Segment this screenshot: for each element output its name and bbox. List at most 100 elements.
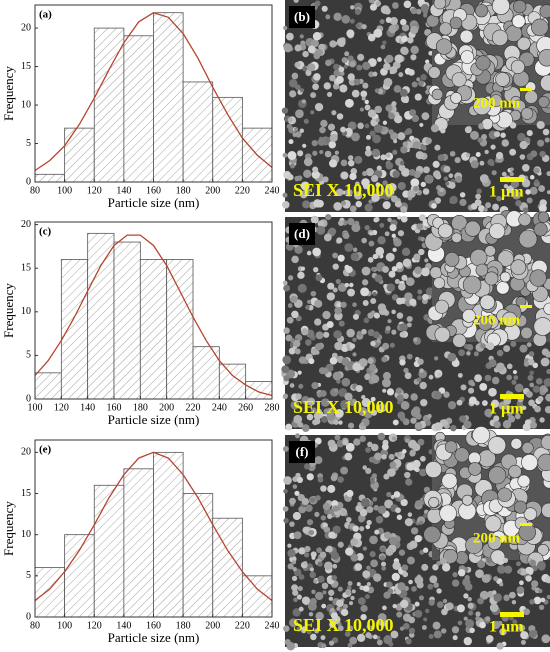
particle	[379, 19, 385, 25]
particle	[411, 81, 418, 88]
particle	[371, 193, 380, 203]
particle	[361, 328, 367, 335]
particle	[370, 396, 376, 402]
particle	[383, 531, 392, 540]
particle	[537, 395, 544, 402]
bar	[34, 372, 62, 400]
particle	[391, 294, 399, 301]
particle	[309, 497, 316, 503]
plot-frame	[34, 221, 273, 400]
particle	[313, 73, 321, 81]
particle	[416, 581, 424, 589]
particle	[387, 468, 396, 477]
particle	[481, 133, 488, 140]
y-tick-label: 5	[26, 570, 31, 581]
particle	[355, 384, 363, 393]
particle	[340, 400, 349, 409]
particle	[440, 128, 446, 134]
particle	[418, 520, 424, 525]
particle	[310, 407, 317, 414]
particle	[397, 132, 406, 141]
particle	[317, 561, 323, 567]
y-tick-label: 0	[26, 611, 31, 622]
particle	[340, 159, 348, 167]
particle	[399, 160, 405, 166]
particle	[303, 118, 309, 124]
particle	[283, 476, 292, 485]
particle	[350, 595, 355, 601]
particle	[338, 66, 345, 73]
particle	[528, 630, 537, 638]
particle	[310, 39, 319, 48]
particle	[316, 225, 326, 235]
particle	[368, 199, 373, 204]
inset-particle	[518, 523, 537, 542]
inset-particle	[521, 454, 538, 471]
particle	[289, 618, 298, 628]
particle	[294, 348, 301, 355]
particle	[467, 387, 475, 394]
particle	[402, 571, 409, 578]
particle	[306, 250, 312, 256]
particle	[408, 627, 416, 634]
particle	[301, 99, 306, 104]
particle	[328, 531, 336, 539]
bar	[139, 259, 168, 400]
x-axis-title: Particle size (nm)	[108, 630, 200, 645]
particle	[287, 543, 292, 548]
particle	[328, 640, 335, 646]
panel-label: (b)	[294, 9, 310, 24]
x-tick-label: 200	[205, 620, 220, 631]
inset-particle	[512, 0, 527, 14]
particle	[368, 0, 375, 4]
particle	[370, 625, 375, 630]
particle	[313, 267, 319, 273]
particle	[323, 233, 332, 242]
inset-particle	[533, 317, 550, 336]
particle	[420, 398, 428, 407]
particle	[414, 609, 423, 618]
particle	[400, 498, 408, 507]
particle	[518, 624, 526, 632]
particle	[445, 181, 450, 186]
particle	[477, 597, 484, 605]
particle	[511, 600, 517, 605]
particle	[346, 328, 355, 338]
particle	[404, 438, 410, 443]
particle	[493, 576, 499, 582]
particle	[529, 186, 538, 195]
particle	[441, 608, 448, 616]
y-tick-label: 10	[21, 529, 31, 540]
y-tick-label: 0	[26, 176, 31, 187]
particle	[423, 166, 430, 174]
particle	[442, 563, 451, 572]
particle	[352, 302, 357, 308]
particle	[490, 399, 500, 408]
particle	[328, 596, 334, 601]
particle	[357, 501, 362, 507]
particle	[401, 36, 408, 43]
particle	[419, 143, 426, 150]
particle	[306, 413, 314, 421]
bar	[93, 27, 125, 183]
particle	[401, 274, 408, 281]
particle	[379, 222, 385, 228]
particle	[341, 15, 351, 24]
inset-particle	[470, 248, 488, 267]
particle	[372, 71, 378, 77]
particle	[294, 175, 300, 182]
particle	[362, 465, 367, 470]
particle	[299, 88, 305, 93]
particle	[305, 69, 312, 76]
particle	[451, 626, 460, 634]
particle	[456, 604, 465, 613]
inset-particle	[449, 16, 463, 30]
particle	[406, 556, 415, 565]
particle	[380, 154, 387, 161]
particle	[321, 603, 327, 609]
particle	[463, 593, 469, 599]
particle	[526, 342, 532, 348]
particle	[401, 247, 411, 257]
particle	[347, 581, 353, 586]
inset-particle	[477, 315, 493, 331]
